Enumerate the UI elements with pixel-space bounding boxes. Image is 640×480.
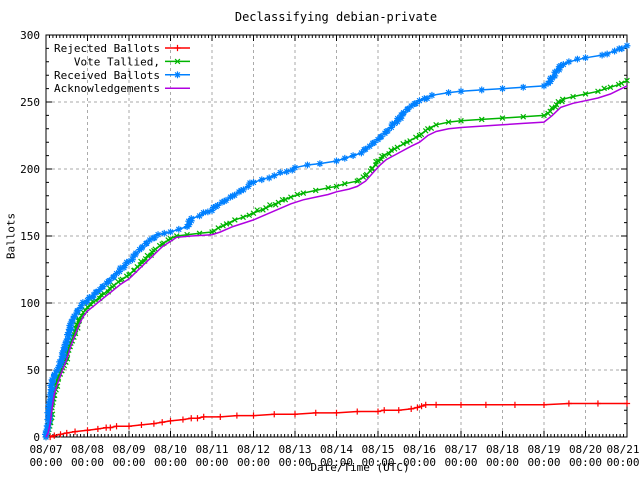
- y-tick-labels: 0 50 100 150 200 250 300: [20, 29, 40, 444]
- legend-entry-acknowledgements: Acknowledgements: [54, 82, 190, 95]
- x-tick-date: 08/14: [320, 443, 353, 456]
- x-tick-date: 08/07: [29, 443, 62, 456]
- x-tick-time: 00:00: [486, 456, 519, 469]
- legend-label: Rejected Ballots: [54, 42, 160, 55]
- x-axis-label: Date/Time (UTC): [310, 461, 410, 474]
- legend-marker-sample: [174, 71, 181, 79]
- x-tick-date: 08/09: [112, 443, 145, 456]
- x-tick-date: 08/12: [237, 443, 270, 456]
- y-tick-label: 300: [20, 29, 40, 42]
- legend-label: Acknowledgements: [54, 82, 160, 95]
- x-tick-date: 08/18: [486, 443, 519, 456]
- x-tick-time: 00:00: [195, 456, 228, 469]
- y-tick-label: 250: [20, 96, 40, 109]
- x-tick-date: 08/08: [71, 443, 104, 456]
- y-tick-label: 0: [33, 431, 40, 444]
- x-tick-labels: 08/0700:0008/0800:0008/0900:0008/1000:00…: [29, 443, 639, 469]
- x-tick-time: 00:00: [154, 456, 187, 469]
- y-axis-label: Ballots: [4, 212, 18, 260]
- y-tick-label: 50: [27, 364, 40, 377]
- series-rejected-ballots: [42, 400, 631, 441]
- x-tick-time: 00:00: [444, 456, 477, 469]
- chart-title: Declassifying debian-private: [234, 10, 438, 24]
- x-tick-date: 08/17: [444, 443, 477, 456]
- x-tick-date: 08/13: [278, 443, 311, 456]
- gridlines: [46, 35, 627, 437]
- x-tick-time: 00:00: [527, 456, 560, 469]
- x-tick-time: 00:00: [71, 456, 104, 469]
- x-tick-date: 08/11: [195, 443, 228, 456]
- x-tick-date: 08/16: [403, 443, 436, 456]
- y-tick-label: 100: [20, 297, 40, 310]
- legend-label: Received Ballots: [54, 69, 160, 82]
- x-tick-time: 00:00: [278, 456, 311, 469]
- x-tick-time: 00:00: [569, 456, 602, 469]
- legend-entry-received-ballots: Received Ballots: [54, 69, 190, 82]
- x-tick-date: 08/19: [527, 443, 560, 456]
- x-tick-time: 00:00: [112, 456, 145, 469]
- x-tick-time: 00:00: [403, 456, 436, 469]
- x-tick-date: 08/21: [606, 443, 639, 456]
- legend-entry-rejected-ballots: Rejected Ballots: [54, 42, 190, 55]
- x-tick-date: 08/20: [569, 443, 602, 456]
- legend-marker-sample: [174, 58, 181, 65]
- x-tick-time: 00:00: [361, 456, 394, 469]
- series-acknowledgements: [45, 85, 628, 438]
- series-line: [45, 85, 628, 438]
- x-tick-date: 08/15: [361, 443, 394, 456]
- x-tick-time: 00:00: [237, 456, 270, 469]
- y-tick-label: 150: [20, 230, 40, 243]
- x-tick-time: 00:00: [606, 456, 639, 469]
- y-tick-label: 200: [20, 163, 40, 176]
- legend-entry-vote-tallied: Vote Tallied,: [74, 55, 190, 68]
- series-received-ballots: [41, 42, 631, 441]
- x-tick-time: 00:00: [29, 456, 62, 469]
- legend-marker-sample: [174, 44, 181, 52]
- x-tick-date: 08/10: [154, 443, 187, 456]
- x-tick-time: 00:00: [320, 456, 353, 469]
- legend-label: Vote Tallied,: [74, 55, 160, 68]
